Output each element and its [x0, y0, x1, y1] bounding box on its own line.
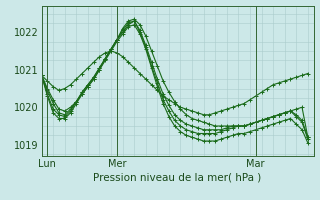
X-axis label: Pression niveau de la mer( hPa ): Pression niveau de la mer( hPa )	[93, 173, 262, 183]
